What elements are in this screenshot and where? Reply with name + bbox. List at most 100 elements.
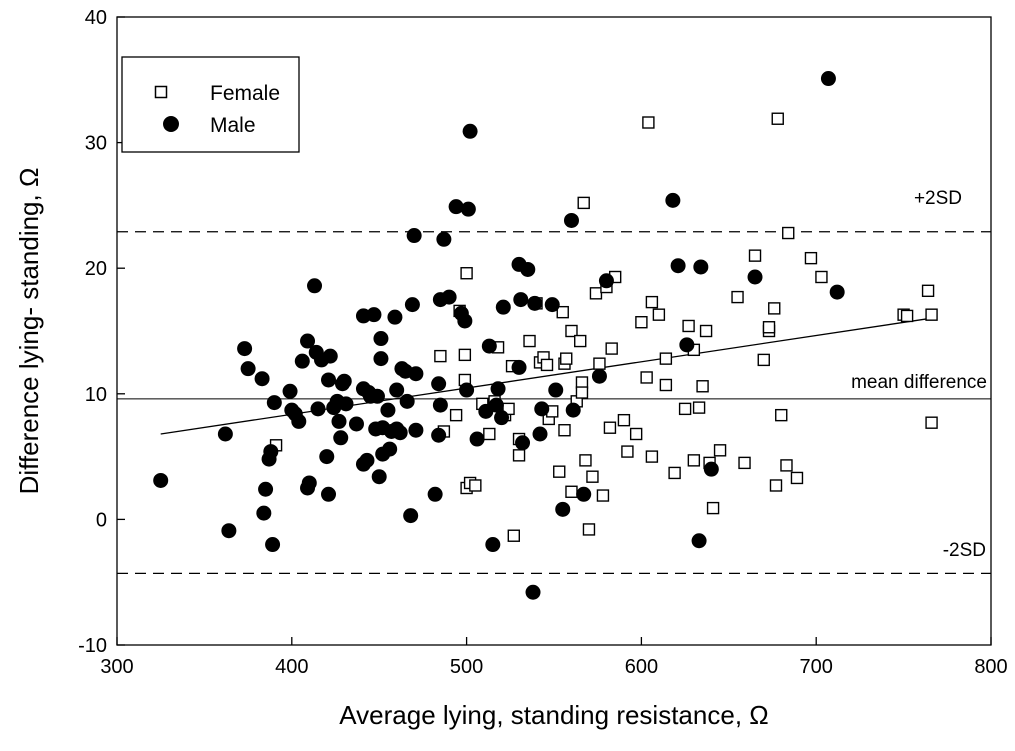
female-point	[921, 284, 935, 298]
male-point	[336, 373, 352, 389]
male-point	[427, 486, 443, 502]
male-point	[820, 71, 836, 87]
female-point	[678, 402, 692, 416]
y-tick-label: 40	[85, 7, 107, 29]
female-point	[458, 348, 472, 362]
female-point	[757, 353, 770, 367]
female-point	[782, 226, 795, 240]
female-point	[596, 489, 610, 502]
male-point	[591, 368, 607, 384]
x-tick-label: 400	[275, 656, 308, 678]
male-point	[563, 212, 579, 228]
female-point	[635, 316, 648, 329]
male-point	[441, 289, 457, 305]
female-point	[575, 386, 589, 399]
female-point	[574, 334, 587, 348]
male-point	[670, 258, 686, 274]
male-point	[369, 388, 385, 404]
female-point	[780, 459, 793, 472]
female-point	[668, 466, 681, 480]
male-point	[511, 359, 527, 375]
x-tick-label: 700	[800, 656, 833, 678]
male-point	[373, 351, 389, 367]
female-point	[804, 251, 818, 265]
female-point	[659, 378, 673, 392]
female-point	[645, 295, 659, 309]
female-point	[523, 334, 536, 348]
male-point	[359, 452, 375, 468]
male-point	[322, 348, 338, 364]
male-point	[665, 192, 681, 208]
male-point	[544, 297, 560, 313]
legend-female-label: Female	[210, 82, 280, 105]
mean-difference-label: mean difference	[851, 372, 987, 393]
female-point	[640, 371, 653, 384]
male-point	[691, 533, 707, 549]
female-point	[579, 454, 592, 467]
y-tick-label: 30	[85, 133, 107, 155]
male-point	[485, 537, 501, 553]
female-point	[556, 305, 569, 319]
female-point	[558, 424, 571, 437]
female-point	[577, 196, 590, 210]
legend-box	[121, 56, 300, 153]
male-point	[576, 486, 592, 502]
female-point	[582, 523, 596, 536]
female-point	[565, 485, 578, 498]
male-point	[829, 284, 845, 300]
male-point	[321, 372, 337, 388]
male-point	[403, 508, 419, 524]
female-point	[617, 413, 631, 427]
male-point	[406, 228, 422, 244]
male-point	[490, 381, 506, 397]
female-point	[771, 112, 784, 125]
male-point	[460, 201, 476, 217]
male-point	[747, 269, 763, 285]
minus-2sd-label: -2SD	[943, 540, 986, 561]
male-point	[598, 273, 614, 289]
male-point	[256, 505, 272, 521]
axis-ticks: 300 400 500 600 700 800 -10 0 10 20 30 40	[78, 7, 1008, 678]
male-point	[266, 395, 282, 411]
male-point	[371, 469, 387, 485]
female-point	[605, 342, 618, 355]
female-point	[815, 270, 828, 284]
y-tick-label: 20	[85, 258, 107, 280]
x-tick-label: 800	[974, 656, 1007, 678]
female-point	[900, 309, 914, 323]
male-point	[338, 396, 354, 412]
male-point	[457, 313, 473, 329]
x-tick-label: 300	[100, 656, 133, 678]
male-point	[153, 472, 169, 488]
male-point	[366, 307, 382, 323]
female-point	[731, 290, 744, 304]
female-point	[748, 249, 762, 262]
male-point	[555, 501, 571, 517]
male-point	[333, 430, 349, 446]
male-point	[217, 426, 233, 442]
y-tick-label: 10	[85, 384, 107, 406]
x-tick-label: 500	[450, 656, 483, 678]
male-point	[565, 402, 581, 418]
male-point	[448, 199, 464, 215]
male-point	[527, 295, 543, 311]
female-point	[790, 471, 804, 485]
male-point	[495, 299, 511, 315]
male-point	[459, 382, 475, 398]
male-point	[525, 584, 541, 600]
female-point	[768, 302, 781, 315]
male-point	[263, 444, 279, 460]
male-point	[258, 481, 274, 497]
female-point	[925, 308, 938, 321]
female-point	[699, 324, 713, 338]
male-point	[462, 123, 478, 139]
male-point	[703, 461, 719, 477]
female-point	[652, 308, 666, 321]
male-point	[307, 278, 323, 294]
female-point	[659, 352, 673, 365]
male-point	[300, 333, 316, 349]
female-point	[593, 357, 606, 370]
male-point	[436, 231, 452, 247]
female-point	[682, 319, 695, 333]
male-point	[373, 331, 389, 347]
